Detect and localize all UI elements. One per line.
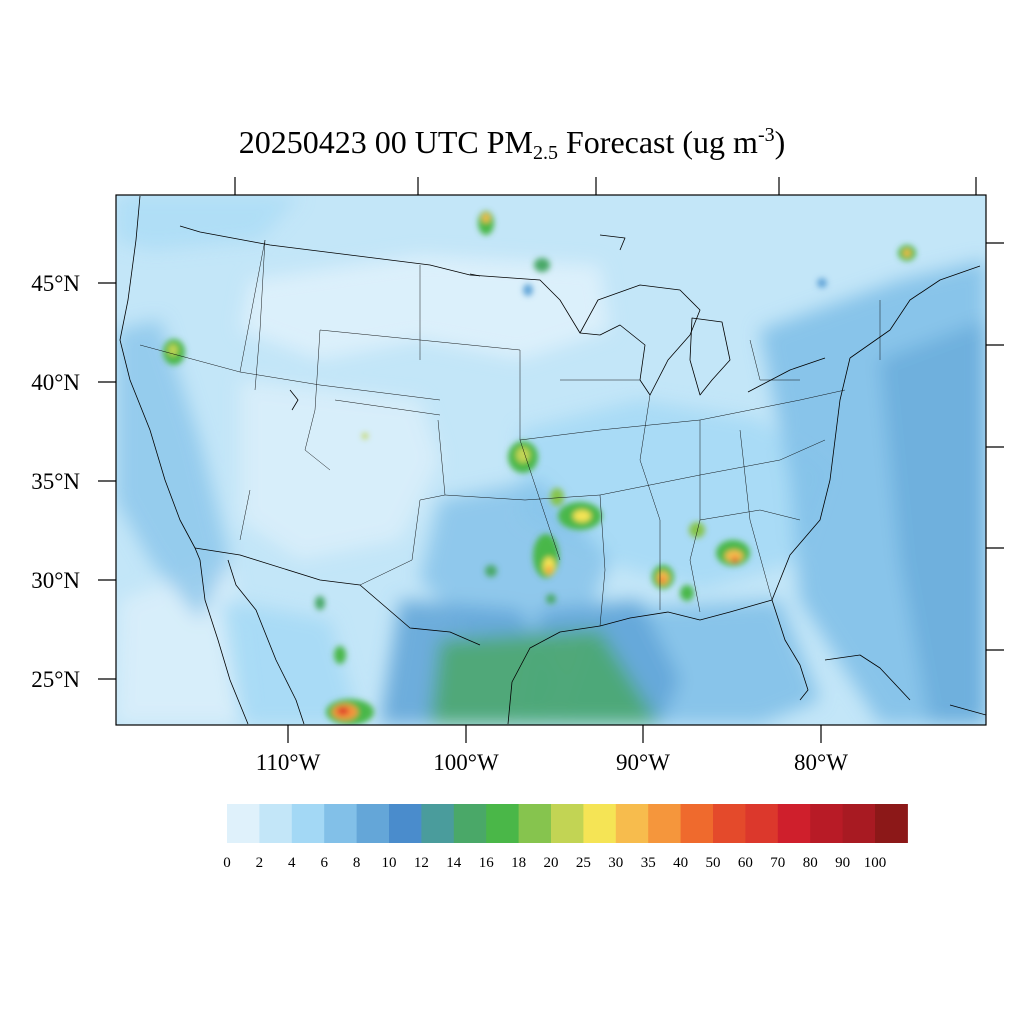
- colorbar-swatch: [713, 804, 746, 843]
- title-close: ): [774, 124, 786, 160]
- hotspot-kansas: [508, 441, 538, 473]
- colorbar-swatch: [324, 804, 358, 843]
- colorbar-tick-label: 18: [511, 855, 526, 871]
- title-superscript: -3: [757, 124, 775, 146]
- colorbar-tick-label: 30: [608, 855, 623, 871]
- colorbar: 0 2 4 6 8 10 12 14 16 18 20 25 30 35 40 50 60 70 80 90 100: [223, 804, 908, 871]
- lat-label-25n: 25°N: [31, 667, 80, 692]
- colorbar-swatch: [356, 804, 390, 843]
- lat-label-30n: 30°N: [31, 568, 80, 593]
- hotspot-layer: [163, 211, 916, 725]
- lon-label-100w: 100°W: [433, 750, 499, 775]
- colorbar-swatch: [421, 804, 455, 843]
- colorbar-tick-label: 14: [446, 855, 462, 871]
- lat-label-35n: 35°N: [31, 469, 80, 494]
- lon-label-90w: 90°W: [616, 750, 670, 775]
- state-boundaries: [139, 239, 881, 627]
- hotspot-minnesota-north: [478, 211, 494, 235]
- lat-label-45n: 45°N: [31, 271, 80, 296]
- hotspot-oklahoma: [558, 502, 602, 530]
- colorbar-swatch: [583, 804, 617, 843]
- title-tail: Forecast (ug m: [557, 124, 758, 160]
- hotspot-northern-mexico: [315, 596, 374, 725]
- colorbar-swatch: [453, 804, 487, 843]
- colorbar-tick-label: 10: [382, 855, 397, 871]
- colorbar-tick-label: 16: [479, 855, 495, 871]
- colorbar-swatch: [259, 804, 293, 843]
- hotspot-new-hampshire: [898, 245, 916, 261]
- latitude-labels: 45°N 40°N 35°N 30°N 25°N: [31, 271, 80, 692]
- colorbar-swatch: [745, 804, 779, 843]
- colorbar-swatch: [777, 804, 811, 843]
- pm25-field: [116, 195, 986, 725]
- colorbar-swatch: [486, 804, 520, 843]
- longitude-labels: 110°W 100°W 90°W 80°W: [256, 750, 849, 775]
- colorbar-swatch: [227, 804, 260, 843]
- colorbar-tick-label: 100: [864, 855, 887, 871]
- hotspot-oregon: [163, 339, 185, 365]
- colorbar-swatch: [842, 804, 876, 843]
- hotspot-alabama: [680, 522, 705, 601]
- lon-label-110w: 110°W: [256, 750, 321, 775]
- colorbar-tick-label: 35: [641, 855, 656, 871]
- title-main: 20250423 00 UTC PM: [238, 124, 533, 160]
- colorbar-swatch: [810, 804, 844, 843]
- lat-label-40n: 40°N: [31, 370, 80, 395]
- colorbar-swatch: [291, 804, 325, 843]
- colorbar-tick-label: 20: [544, 855, 559, 871]
- colorbar-swatch: [551, 804, 584, 843]
- colorbar-tick-label: 50: [706, 855, 721, 871]
- hotspot-mississippi: [652, 565, 674, 589]
- colorbar-tick-label: 6: [320, 855, 328, 871]
- colorbar-swatch: [875, 804, 908, 843]
- colorbar-swatch: [680, 804, 714, 843]
- map-ticks: [98, 177, 1004, 743]
- colorbar-tick-label: 8: [353, 855, 361, 871]
- colorbar-swatch: [648, 804, 682, 843]
- hotspot-east-texas: [533, 534, 559, 578]
- title-subscript: 2.5: [532, 142, 558, 164]
- colorbar-tick-label: 40: [673, 855, 688, 871]
- colorbar-swatch: [615, 804, 649, 843]
- colorbar-tick-label: 90: [835, 855, 850, 871]
- lon-label-80w: 80°W: [794, 750, 848, 775]
- minor-hotspots: [362, 258, 827, 604]
- colorbar-swatch: [389, 804, 422, 843]
- map-frame: [115, 194, 987, 726]
- colorbar-tick-label: 80: [803, 855, 818, 871]
- colorbar-swatch: [518, 804, 552, 843]
- colorbar-tick-label: 25: [576, 855, 591, 871]
- colorbar-tick-label: 2: [256, 855, 264, 871]
- colorbar-tick-label: 70: [770, 855, 785, 871]
- colorbar-tick-label: 60: [738, 855, 753, 871]
- colorbar-tick-label: 4: [288, 855, 296, 871]
- colorbar-tick-label: 12: [414, 855, 429, 871]
- hotspot-arkansas: [550, 488, 564, 506]
- map-title: 20250423 00 UTC PM2.5 Forecast (ug m-3): [0, 122, 1024, 164]
- colorbar-tick-label: 0: [223, 855, 231, 871]
- hotspot-georgia: [716, 540, 750, 566]
